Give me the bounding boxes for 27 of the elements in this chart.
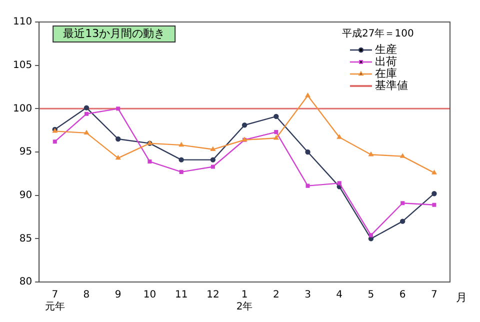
x-tick-label: 10 (143, 290, 156, 301)
legend-label: 基準値 (375, 78, 408, 92)
x-tick-label: 6 (399, 290, 406, 301)
x-axis-title: 月 (456, 290, 467, 304)
y-tick-label: 105 (12, 60, 32, 71)
x-tick-label: 12 (206, 290, 220, 301)
y-tick-label: 110 (12, 16, 32, 28)
y-tick-label: 90 (19, 190, 32, 201)
y-tick-label: 100 (12, 103, 32, 114)
y-tick-label: 95 (19, 146, 32, 158)
y-tick-label: 85 (19, 233, 32, 244)
annotation: 平成27年＝100 (342, 28, 414, 40)
x-tick-label: 9 (114, 290, 122, 301)
x-tick-label: 4 (336, 290, 343, 301)
x-tick-label: 11 (174, 290, 188, 301)
x-tick-label: 7 (431, 290, 438, 301)
legend-label: 在庫 (375, 66, 397, 80)
x-tick-label: 5 (368, 290, 374, 301)
legend-label: 生産 (375, 42, 397, 56)
x-tick-label: 8 (83, 290, 90, 301)
x-tick-label: 7 元年 (44, 290, 65, 313)
x-tick-label: 2 (272, 290, 280, 301)
text: 最近13か月間の動き (63, 26, 166, 40)
y-tick-label: 80 (19, 276, 32, 288)
legend-label: 出荷 (375, 54, 397, 68)
x-tick-label: 3 (304, 290, 311, 301)
x-tick-label: 1 2年 (236, 290, 253, 313)
